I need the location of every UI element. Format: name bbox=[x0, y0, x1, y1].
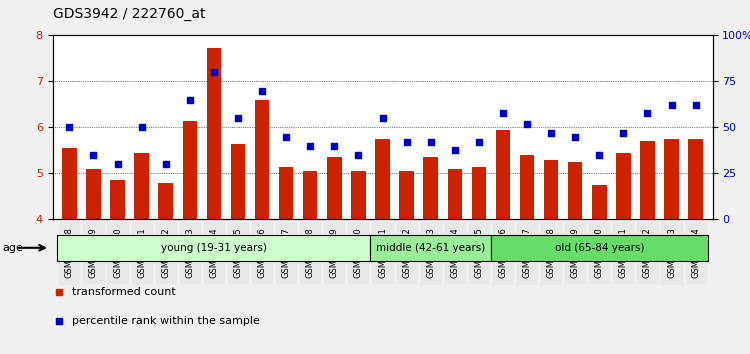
Bar bbox=[592, 185, 607, 219]
Bar bbox=[544, 160, 558, 219]
Text: young (19-31 years): young (19-31 years) bbox=[161, 243, 267, 253]
Point bbox=[448, 147, 460, 152]
Bar bbox=[472, 166, 486, 219]
Point bbox=[569, 134, 581, 139]
Point bbox=[545, 130, 557, 136]
Point bbox=[232, 115, 244, 121]
FancyBboxPatch shape bbox=[370, 235, 491, 261]
Point bbox=[256, 88, 268, 93]
Point bbox=[208, 69, 220, 75]
Bar bbox=[688, 139, 703, 219]
Point bbox=[184, 97, 196, 103]
Point bbox=[641, 110, 653, 115]
Bar bbox=[279, 166, 293, 219]
Bar bbox=[424, 157, 438, 219]
Text: transformed count: transformed count bbox=[72, 287, 176, 297]
Point bbox=[497, 110, 509, 115]
Bar bbox=[255, 100, 269, 219]
Bar bbox=[110, 181, 125, 219]
Point bbox=[690, 103, 702, 108]
Bar bbox=[496, 130, 510, 219]
Bar bbox=[182, 120, 197, 219]
Text: percentile rank within the sample: percentile rank within the sample bbox=[72, 316, 260, 326]
Bar bbox=[86, 169, 100, 219]
Point bbox=[88, 152, 100, 158]
Bar bbox=[207, 48, 221, 219]
Point bbox=[617, 130, 629, 136]
Bar bbox=[303, 171, 317, 219]
Bar bbox=[375, 139, 390, 219]
Point bbox=[63, 125, 75, 130]
Bar bbox=[134, 153, 148, 219]
Text: GDS3942 / 222760_at: GDS3942 / 222760_at bbox=[53, 7, 205, 21]
Bar bbox=[158, 183, 173, 219]
Bar bbox=[616, 153, 631, 219]
Point bbox=[472, 139, 484, 145]
Point bbox=[665, 103, 677, 108]
FancyBboxPatch shape bbox=[57, 235, 370, 261]
Text: age: age bbox=[3, 243, 23, 253]
FancyBboxPatch shape bbox=[491, 235, 708, 261]
Bar bbox=[664, 139, 679, 219]
Text: middle (42-61 years): middle (42-61 years) bbox=[376, 243, 485, 253]
Bar bbox=[327, 157, 341, 219]
Point bbox=[328, 143, 340, 149]
Point bbox=[400, 139, 412, 145]
Point bbox=[280, 134, 292, 139]
Bar bbox=[62, 148, 76, 219]
Point bbox=[424, 139, 436, 145]
Bar bbox=[351, 171, 366, 219]
Bar bbox=[640, 141, 655, 219]
Point bbox=[376, 115, 388, 121]
Point bbox=[304, 143, 316, 149]
Point bbox=[160, 161, 172, 167]
Point bbox=[136, 125, 148, 130]
Point bbox=[593, 152, 605, 158]
Text: old (65-84 years): old (65-84 years) bbox=[554, 243, 644, 253]
Point bbox=[521, 121, 533, 127]
Bar bbox=[448, 169, 462, 219]
Bar bbox=[231, 143, 245, 219]
Bar bbox=[568, 162, 583, 219]
Point bbox=[112, 161, 124, 167]
Point bbox=[352, 152, 364, 158]
Bar bbox=[520, 155, 534, 219]
Bar bbox=[399, 171, 414, 219]
